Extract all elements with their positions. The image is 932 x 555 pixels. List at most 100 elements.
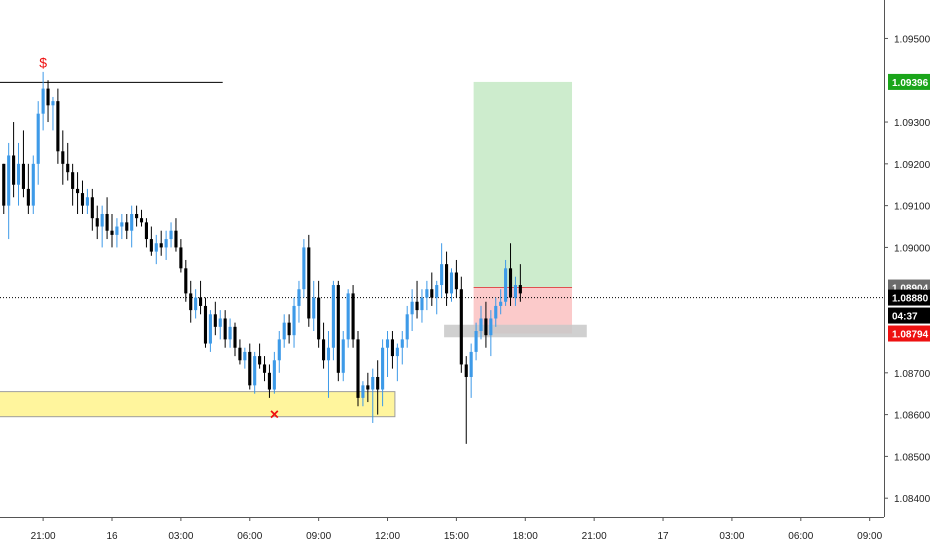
candle[interactable] — [16, 142, 21, 206]
candle[interactable] — [164, 230, 168, 260]
candle[interactable] — [292, 297, 296, 348]
candle[interactable] — [71, 163, 75, 206]
candle[interactable] — [449, 268, 454, 302]
price-axis[interactable] — [885, 0, 932, 550]
candle[interactable] — [454, 259, 458, 298]
candle[interactable] — [90, 188, 94, 231]
candle[interactable] — [479, 305, 483, 340]
candle[interactable] — [41, 71, 45, 131]
candle[interactable] — [85, 188, 89, 214]
candle[interactable] — [130, 205, 134, 248]
candle[interactable] — [218, 310, 222, 340]
candle[interactable] — [317, 280, 321, 348]
candle[interactable] — [381, 339, 385, 407]
candle[interactable] — [420, 289, 424, 323]
candle[interactable] — [61, 130, 65, 185]
candle[interactable] — [272, 351, 276, 394]
candle[interactable] — [282, 314, 286, 348]
candle[interactable] — [80, 180, 85, 214]
candle[interactable] — [179, 239, 183, 273]
candle[interactable] — [499, 289, 503, 315]
candle[interactable] — [302, 239, 306, 298]
candle[interactable] — [425, 280, 429, 311]
candle[interactable] — [371, 368, 375, 423]
candle[interactable] — [139, 209, 144, 227]
candle[interactable] — [322, 322, 326, 369]
candle[interactable] — [21, 130, 25, 198]
demand-zone[interactable] — [0, 391, 396, 418]
candle[interactable] — [253, 351, 257, 394]
candle[interactable] — [258, 343, 262, 369]
candle[interactable] — [110, 213, 114, 248]
candle[interactable] — [336, 280, 340, 382]
candle[interactable] — [267, 364, 271, 398]
candle[interactable] — [208, 310, 212, 352]
candle[interactable] — [223, 310, 227, 348]
candle[interactable] — [184, 259, 188, 302]
candle[interactable] — [169, 222, 173, 248]
candle[interactable] — [504, 259, 508, 306]
candle[interactable] — [395, 343, 399, 382]
candle[interactable] — [390, 331, 394, 369]
candle[interactable] — [287, 314, 291, 344]
candle[interactable] — [174, 218, 178, 252]
candle[interactable] — [326, 331, 331, 398]
candle[interactable] — [115, 218, 119, 248]
candle[interactable] — [135, 205, 139, 227]
candle[interactable] — [518, 264, 522, 302]
candle[interactable] — [100, 205, 104, 248]
candle[interactable] — [7, 142, 11, 240]
candle[interactable] — [513, 276, 517, 306]
candle[interactable] — [376, 360, 380, 415]
candle[interactable] — [464, 356, 468, 444]
candle[interactable] — [144, 218, 148, 248]
candle[interactable] — [154, 234, 158, 265]
candle[interactable] — [459, 276, 463, 373]
candle[interactable] — [400, 331, 404, 365]
candle[interactable] — [435, 280, 439, 315]
candle[interactable] — [95, 205, 99, 240]
candle[interactable] — [46, 80, 50, 123]
candle[interactable] — [484, 301, 488, 348]
candle[interactable] — [469, 343, 473, 398]
candle[interactable] — [440, 243, 444, 298]
candle[interactable] — [36, 101, 40, 185]
candle[interactable] — [56, 88, 60, 164]
candle[interactable] — [149, 226, 153, 256]
candle[interactable] — [351, 285, 355, 348]
candle[interactable] — [66, 142, 70, 181]
candle[interactable] — [489, 310, 493, 357]
candle[interactable] — [312, 280, 316, 332]
candle[interactable] — [26, 163, 30, 214]
candle[interactable] — [385, 331, 390, 377]
candle[interactable] — [494, 297, 498, 327]
candle[interactable] — [248, 343, 252, 390]
candle[interactable] — [31, 155, 35, 214]
candle[interactable] — [341, 331, 345, 382]
candle[interactable] — [361, 381, 365, 407]
candle[interactable] — [51, 96, 55, 131]
candle[interactable] — [331, 280, 335, 361]
candle[interactable] — [238, 339, 242, 365]
candle[interactable] — [125, 213, 129, 240]
candle[interactable] — [159, 230, 163, 256]
candle[interactable] — [105, 197, 109, 240]
candle[interactable] — [189, 280, 193, 323]
candle[interactable] — [203, 297, 208, 348]
candle[interactable] — [12, 122, 16, 198]
candle[interactable] — [76, 172, 80, 214]
position-profit-zone[interactable] — [473, 81, 573, 288]
candle[interactable] — [194, 289, 198, 319]
candle[interactable] — [307, 234, 311, 327]
candle[interactable] — [277, 331, 281, 373]
candle[interactable] — [445, 251, 449, 306]
candle[interactable] — [297, 280, 301, 323]
candle[interactable] — [366, 372, 370, 403]
candle[interactable] — [233, 322, 237, 357]
candle[interactable] — [262, 356, 267, 382]
candle[interactable] — [474, 322, 478, 361]
candle[interactable] — [199, 280, 203, 315]
candle[interactable] — [415, 280, 419, 319]
candle[interactable] — [346, 289, 350, 348]
